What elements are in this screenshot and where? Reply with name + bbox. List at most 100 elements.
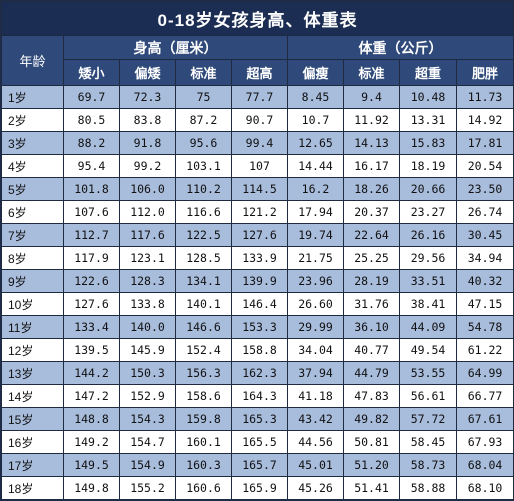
age-cell: 5岁: [1, 177, 64, 201]
weight-value-cell: 26.16: [399, 223, 457, 247]
weight-value-cell: 61.22: [455, 338, 514, 362]
weight-value-cell: 8.45: [287, 85, 344, 109]
weight-value-cell: 17.81: [455, 131, 514, 155]
weight-value-cell: 34.04: [287, 338, 344, 362]
height-value-cell: 160.3: [175, 453, 232, 477]
age-cell: 17岁: [1, 453, 64, 477]
table-row: 14岁 147.2 152.9 158.6 164.3 41.18 47.83 56.61 66…: [1, 384, 514, 408]
weight-value-cell: 29.99: [287, 315, 344, 339]
weight-value-cell: 44.79: [343, 361, 400, 385]
height-value-cell: 133.8: [119, 292, 176, 316]
weight-value-cell: 26.60: [287, 292, 344, 316]
table-row: 18岁 149.8 155.2 160.6 165.9 45.26 51.41 58.88 68…: [1, 476, 514, 500]
height-value-cell: 123.1: [119, 246, 176, 270]
height-value-cell: 155.2: [119, 476, 176, 500]
weight-value-cell: 14.44: [287, 154, 344, 178]
height-value-cell: 117.6: [119, 223, 176, 247]
height-value-cell: 90.7: [231, 108, 288, 132]
height-value-cell: 160.1: [175, 430, 232, 454]
weight-value-cell: 68.04: [455, 453, 514, 477]
height-group-header: 身高（厘米）: [63, 35, 288, 60]
height-value-cell: 147.2: [63, 384, 120, 408]
height-value-cell: 75: [175, 85, 232, 109]
height-value-cell: 121.2: [231, 200, 288, 224]
weight-col-overweight: 超重: [399, 59, 457, 86]
table-row: 17岁 149.5 154.9 160.3 165.7 45.01 51.20 58.73 68…: [1, 453, 514, 477]
height-value-cell: 80.5: [63, 108, 120, 132]
table-row: 3岁 88.2 91.8 95.6 99.4 12.65 14.13 15.83 17.81: [1, 131, 514, 155]
age-cell: 15岁: [1, 407, 64, 431]
height-value-cell: 158.6: [175, 384, 232, 408]
age-cell: 3岁: [1, 131, 64, 155]
weight-value-cell: 26.74: [455, 200, 514, 224]
height-value-cell: 106.0: [119, 177, 176, 201]
table-row: 10岁 127.6 133.8 140.1 146.4 26.60 31.76 38.41 47…: [1, 292, 514, 316]
age-cell: 1岁: [1, 85, 64, 109]
height-value-cell: 77.7: [231, 85, 288, 109]
table-row: 4岁 95.4 99.2 103.1 107 14.44 16.17 18.19 20.54: [1, 154, 514, 178]
weight-col-standard: 标准: [343, 59, 400, 86]
weight-value-cell: 57.72: [399, 407, 457, 431]
weight-value-cell: 47.83: [343, 384, 400, 408]
height-value-cell: 114.5: [231, 177, 288, 201]
age-cell: 8岁: [1, 246, 64, 270]
age-cell: 2岁: [1, 108, 64, 132]
height-value-cell: 165.9: [231, 476, 288, 500]
weight-value-cell: 64.99: [455, 361, 514, 385]
weight-value-cell: 68.10: [455, 476, 514, 500]
weight-value-cell: 13.31: [399, 108, 457, 132]
height-value-cell: 159.8: [175, 407, 232, 431]
age-cell: 9岁: [1, 269, 64, 293]
height-value-cell: 149.5: [63, 453, 120, 477]
height-value-cell: 95.4: [63, 154, 120, 178]
height-col-tall: 超高: [231, 59, 288, 86]
weight-value-cell: 11.73: [455, 85, 514, 109]
height-col-standard: 标准: [175, 59, 232, 86]
weight-value-cell: 44.09: [399, 315, 457, 339]
height-col-short: 矮小: [63, 59, 120, 86]
height-value-cell: 122.5: [175, 223, 232, 247]
height-value-cell: 122.6: [63, 269, 120, 293]
weight-value-cell: 29.56: [399, 246, 457, 270]
height-value-cell: 127.6: [231, 223, 288, 247]
age-cell: 13岁: [1, 361, 64, 385]
height-value-cell: 153.3: [231, 315, 288, 339]
height-value-cell: 154.9: [119, 453, 176, 477]
weight-value-cell: 37.94: [287, 361, 344, 385]
height-value-cell: 116.6: [175, 200, 232, 224]
weight-value-cell: 18.26: [343, 177, 400, 201]
height-value-cell: 165.7: [231, 453, 288, 477]
height-value-cell: 154.3: [119, 407, 176, 431]
height-value-cell: 164.3: [231, 384, 288, 408]
weight-value-cell: 20.37: [343, 200, 400, 224]
weight-group-header: 体重（公斤）: [286, 35, 514, 60]
height-value-cell: 87.2: [175, 108, 232, 132]
weight-value-cell: 23.27: [399, 200, 457, 224]
weight-value-cell: 40.32: [455, 269, 514, 293]
height-value-cell: 152.4: [175, 338, 232, 362]
height-value-cell: 146.6: [175, 315, 232, 339]
height-value-cell: 112.7: [63, 223, 120, 247]
height-value-cell: 95.6: [175, 131, 232, 155]
height-value-cell: 149.2: [63, 430, 120, 454]
weight-value-cell: 25.25: [343, 246, 400, 270]
height-value-cell: 144.2: [63, 361, 120, 385]
table-row: 1岁 69.7 72.3 75 77.7 8.45 9.4 10.48 11.73: [1, 85, 514, 109]
height-value-cell: 117.9: [63, 246, 120, 270]
height-value-cell: 88.2: [63, 131, 120, 155]
weight-value-cell: 51.20: [343, 453, 400, 477]
age-cell: 12岁: [1, 338, 64, 362]
height-value-cell: 83.8: [119, 108, 176, 132]
height-value-cell: 140.1: [175, 292, 232, 316]
height-value-cell: 152.9: [119, 384, 176, 408]
height-value-cell: 154.7: [119, 430, 176, 454]
age-cell: 10岁: [1, 292, 64, 316]
weight-value-cell: 30.45: [455, 223, 514, 247]
height-value-cell: 112.0: [119, 200, 176, 224]
table-row: 7岁 112.7 117.6 122.5 127.6 19.74 22.64 26.16 30.…: [1, 223, 514, 247]
height-value-cell: 146.4: [231, 292, 288, 316]
height-value-cell: 149.8: [63, 476, 120, 500]
weight-value-cell: 51.41: [343, 476, 400, 500]
age-cell: 6岁: [1, 200, 64, 224]
